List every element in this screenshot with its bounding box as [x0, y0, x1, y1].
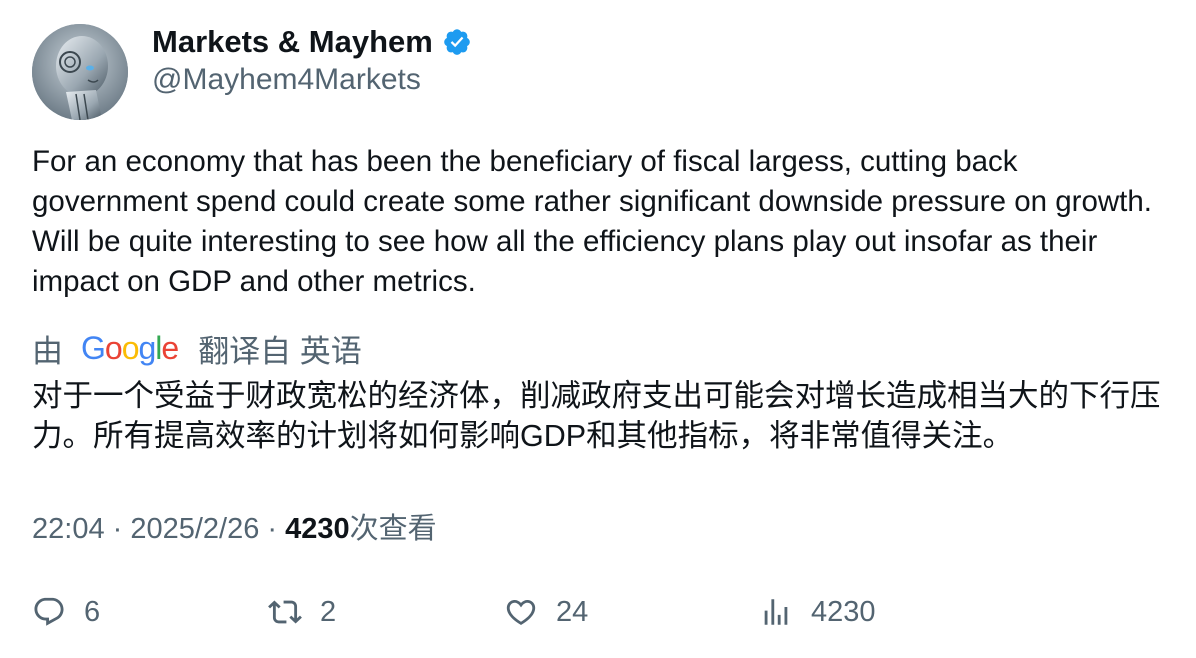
views-action-count: 4230 — [811, 595, 876, 628]
reply-icon — [34, 597, 64, 626]
verified-badge-icon[interactable] — [442, 27, 472, 57]
meta-separator: · — [259, 513, 286, 545]
translated-from-label: 翻译自 英语 — [198, 333, 362, 369]
translated-by-label: 由 — [32, 333, 63, 369]
tweet-time[interactable]: 22:04 — [32, 513, 105, 545]
tweet-meta: 22:04 · 2025/2/26 · 4230次查看 — [32, 505, 437, 547]
tweet-text: For an economy that has been the benefic… — [32, 145, 1152, 298]
views-label: 次查看 — [349, 513, 437, 545]
analytics-bar-icon — [764, 599, 788, 625]
like-button[interactable]: 24 — [504, 592, 588, 632]
retweet-button[interactable]: 2 — [268, 592, 336, 632]
heart-icon — [506, 599, 536, 625]
retweet-count: 2 — [320, 595, 337, 628]
meta-separator: · — [104, 513, 131, 545]
retweet-icon — [268, 600, 302, 624]
like-count: 24 — [556, 595, 589, 628]
translated-text: 对于一个受益于财政宽松的经济体，削减政府支出可能会对增长造成相当大的下行压力。所… — [32, 379, 1161, 453]
reply-count: 6 — [84, 595, 101, 628]
tweet-date[interactable]: 2025/2/26 — [130, 513, 260, 545]
avatar[interactable] — [32, 24, 128, 120]
views-count: 4230 — [285, 513, 350, 545]
google-logo: Google — [81, 329, 179, 366]
robot-avatar-icon — [32, 24, 128, 120]
author-handle[interactable]: @Mayhem4Markets — [152, 63, 421, 96]
translation-attribution: 由 Google 翻译自 英语 — [32, 328, 362, 369]
views-button[interactable]: 4230 — [759, 592, 876, 632]
author-name-row[interactable]: Markets & Mayhem — [152, 22, 472, 62]
author-display-name[interactable]: Markets & Mayhem — [152, 24, 433, 59]
reply-button[interactable]: 6 — [32, 592, 100, 632]
